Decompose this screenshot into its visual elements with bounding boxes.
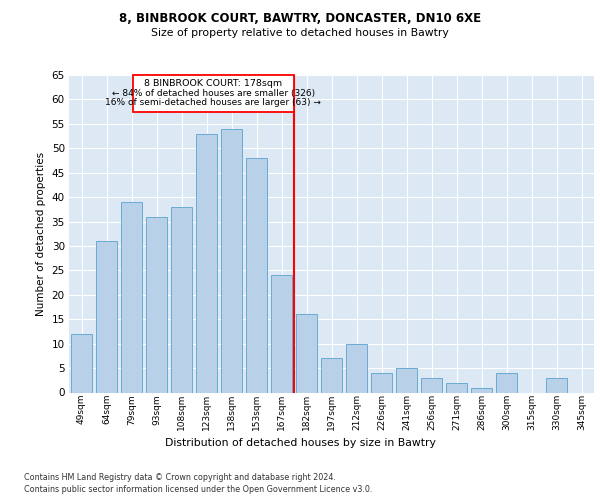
Bar [146,216,167,392]
FancyBboxPatch shape [133,75,293,112]
Bar [321,358,342,392]
Text: 8 BINBROOK COURT: 178sqm: 8 BINBROOK COURT: 178sqm [144,79,282,88]
Bar [471,388,492,392]
Bar [121,202,142,392]
Bar [96,241,117,392]
Bar [371,373,392,392]
Bar [546,378,567,392]
Bar [196,134,217,392]
Text: 8, BINBROOK COURT, BAWTRY, DONCASTER, DN10 6XE: 8, BINBROOK COURT, BAWTRY, DONCASTER, DN… [119,12,481,26]
Bar [396,368,417,392]
Bar [171,207,192,392]
Text: Distribution of detached houses by size in Bawtry: Distribution of detached houses by size … [164,438,436,448]
Bar [346,344,367,392]
Bar [71,334,92,392]
Bar [446,382,467,392]
Text: 16% of semi-detached houses are larger (63) →: 16% of semi-detached houses are larger (… [105,98,321,107]
Y-axis label: Number of detached properties: Number of detached properties [36,152,46,316]
Text: Contains public sector information licensed under the Open Government Licence v3: Contains public sector information licen… [24,485,373,494]
Text: ← 84% of detached houses are smaller (326): ← 84% of detached houses are smaller (32… [112,88,314,98]
Bar [221,128,242,392]
Text: Contains HM Land Registry data © Crown copyright and database right 2024.: Contains HM Land Registry data © Crown c… [24,472,336,482]
Text: Size of property relative to detached houses in Bawtry: Size of property relative to detached ho… [151,28,449,38]
Bar [296,314,317,392]
Bar [421,378,442,392]
Bar [271,276,292,392]
Bar [496,373,517,392]
Bar [246,158,267,392]
